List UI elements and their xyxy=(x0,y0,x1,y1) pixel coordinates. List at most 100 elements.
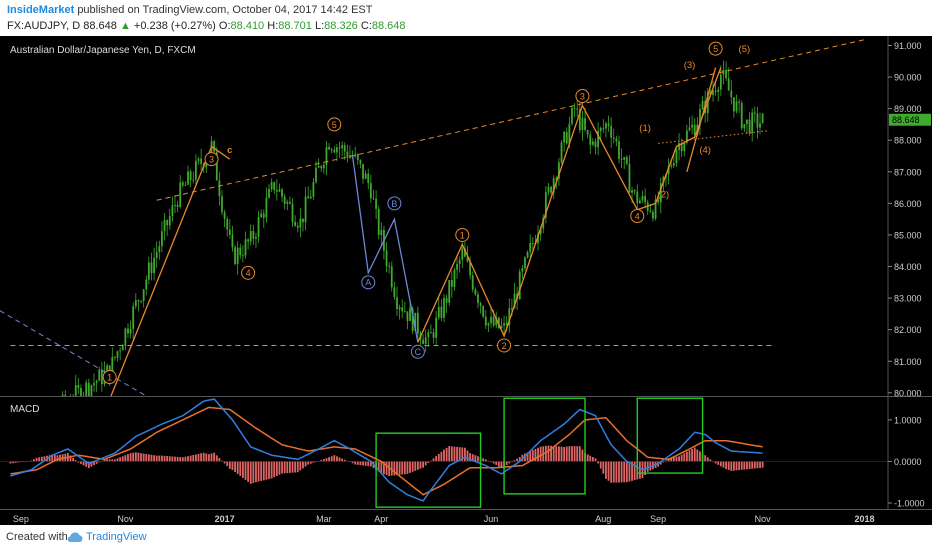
histogram-bar xyxy=(753,461,756,469)
chart-area[interactable]: 80.000 81.000 82.000 83.000 84.000 85.000 86.0… xyxy=(0,36,932,525)
last-price: 88.648 xyxy=(83,20,117,32)
candle-body xyxy=(114,356,116,358)
wave-label: (1) xyxy=(639,123,651,134)
wave-line xyxy=(351,155,419,343)
macd-pane[interactable] xyxy=(0,397,888,508)
open-value: 88.410 xyxy=(230,20,265,32)
candle-body xyxy=(599,127,602,132)
histogram-bar xyxy=(171,456,174,462)
histogram-bar xyxy=(155,455,158,462)
histogram-bar xyxy=(699,451,701,462)
histogram-bar xyxy=(560,446,563,462)
wave-label-circle xyxy=(241,265,256,280)
candle-body xyxy=(584,118,586,130)
price-tick-label: 89.000 xyxy=(894,104,922,114)
histogram-bar xyxy=(383,461,385,475)
histogram-bar xyxy=(35,457,38,462)
histogram-bar xyxy=(215,455,218,462)
candle-body xyxy=(95,380,98,384)
candle-body xyxy=(106,365,108,371)
histogram-bar xyxy=(213,452,216,462)
candle-body xyxy=(189,171,192,181)
candle-body xyxy=(487,323,490,326)
candle-body xyxy=(132,306,135,329)
histogram-bar xyxy=(299,461,302,471)
candle-body xyxy=(294,221,297,226)
candle-body xyxy=(36,417,38,429)
candle-body xyxy=(743,124,746,129)
histogram-bar xyxy=(90,461,93,467)
histogram-bar xyxy=(265,461,268,480)
candle-body xyxy=(578,109,581,131)
candles xyxy=(36,60,764,429)
macd-axis[interactable]: 1.0000 0.0000 -1.0000 xyxy=(888,415,925,509)
histogram-bar xyxy=(591,457,594,462)
wave-line xyxy=(686,67,717,172)
histogram-bar xyxy=(388,461,391,476)
price-tick-label: 83.000 xyxy=(894,294,922,304)
tradingview-brand[interactable]: TradingView xyxy=(86,531,147,543)
wave-label: 4 xyxy=(630,209,645,223)
candle-body xyxy=(166,220,169,226)
candle-body xyxy=(41,409,43,417)
histogram-bar xyxy=(761,461,764,468)
histogram-bar xyxy=(618,461,620,483)
candle-body xyxy=(158,246,161,253)
candle-body xyxy=(377,208,380,236)
candle-body xyxy=(393,287,396,298)
price-pane[interactable]: 1 3 c 4 5 A B C 1 2 3 4 (1) (2) (3) (4) 5 (5) xyxy=(0,38,868,452)
histogram-bar xyxy=(403,461,406,475)
candle-body xyxy=(430,332,432,334)
candle-body xyxy=(111,356,114,380)
histogram-bar xyxy=(620,461,623,483)
candle-body xyxy=(636,191,639,204)
histogram-bar xyxy=(312,461,315,463)
histogram-bar xyxy=(241,461,244,478)
histogram-bar xyxy=(602,461,605,474)
histogram-bar xyxy=(221,460,223,462)
open-label: O: xyxy=(218,20,231,32)
histogram-bar xyxy=(294,461,297,473)
candle-body xyxy=(343,145,346,152)
trend-line xyxy=(658,130,768,144)
histogram-bar xyxy=(12,461,14,464)
histogram-bar xyxy=(289,461,291,473)
chart-canvas[interactable]: 80.000 81.000 82.000 83.000 84.000 85.000 86.0… xyxy=(0,36,932,525)
histogram-bar xyxy=(184,456,187,462)
histogram-bar xyxy=(704,455,707,462)
candle-body xyxy=(322,164,325,169)
wave-label-text: c xyxy=(227,145,232,156)
candle-body xyxy=(223,212,226,220)
histogram-bar xyxy=(114,459,116,462)
histogram-bar xyxy=(380,461,383,474)
histogram-bar xyxy=(605,461,607,479)
wave-label-text: (4) xyxy=(699,145,711,156)
time-axis[interactable]: Sep Nov 2017 Mar Apr Jun Aug Sep Nov 2018 xyxy=(13,514,875,524)
candle-body xyxy=(469,261,472,276)
candle-body xyxy=(289,201,291,204)
histogram-bar xyxy=(158,455,161,462)
histogram-bar xyxy=(359,461,362,466)
histogram-bar xyxy=(432,458,435,462)
histogram-bar xyxy=(594,458,597,462)
publisher-link[interactable]: InsideMarket xyxy=(7,4,75,16)
time-tick-label: Nov xyxy=(117,514,134,524)
candle-body xyxy=(508,308,511,326)
wave-label-circle xyxy=(708,41,723,56)
published-text: published on TradingView.com, October 04… xyxy=(77,4,373,16)
candle-body xyxy=(427,332,430,338)
histogram-bar xyxy=(685,451,688,462)
candle-body xyxy=(649,210,652,212)
macd-tick-label: -1.0000 xyxy=(894,499,925,509)
histogram-bar xyxy=(529,451,532,462)
candle-body xyxy=(398,307,401,310)
candle-body xyxy=(213,141,216,152)
histogram-bar xyxy=(43,456,46,462)
price-axis[interactable]: 80.000 81.000 82.000 83.000 84.000 85.000 86.0… xyxy=(888,41,922,398)
histogram-bar xyxy=(82,461,85,466)
candle-body xyxy=(72,402,74,405)
candle-body xyxy=(252,231,255,239)
candle-body xyxy=(317,166,320,168)
candle-body xyxy=(440,306,443,318)
wave-label: c xyxy=(227,145,232,156)
